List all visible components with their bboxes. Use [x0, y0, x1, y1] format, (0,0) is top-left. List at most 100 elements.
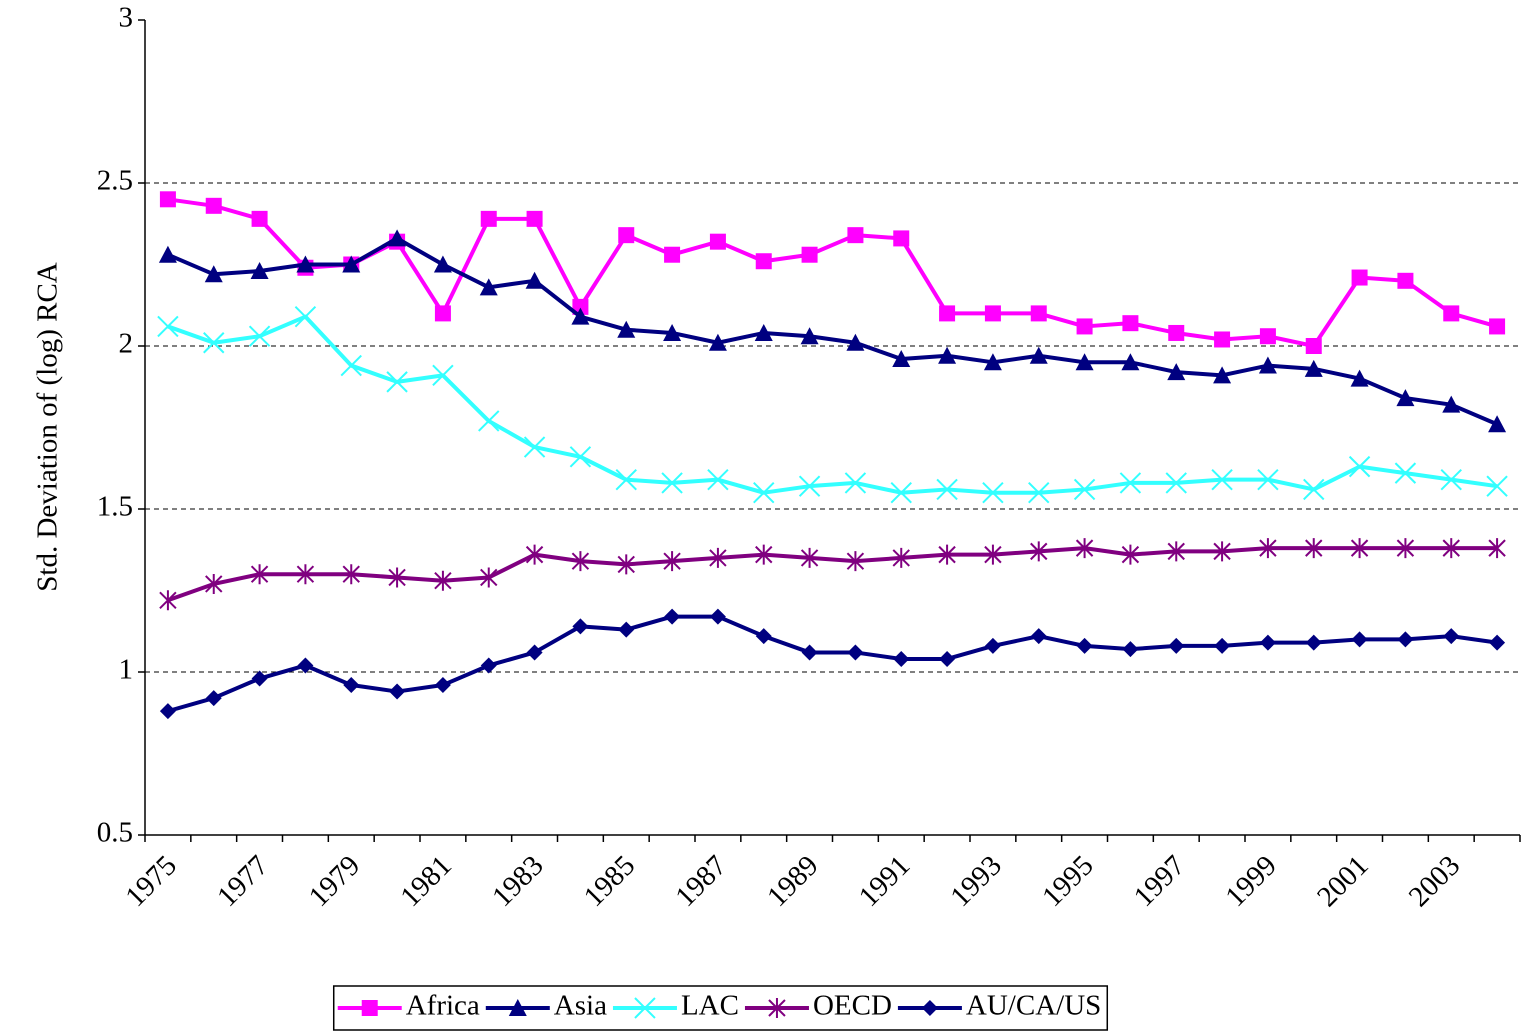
marker — [251, 210, 268, 227]
marker — [1348, 455, 1371, 478]
marker — [1258, 356, 1277, 374]
legend-label: LAC — [681, 990, 739, 1022]
marker — [844, 472, 867, 494]
marker — [754, 323, 773, 341]
marker — [892, 547, 910, 568]
marker — [1029, 346, 1048, 364]
marker — [664, 608, 681, 625]
x-tick-label: 1987 — [669, 849, 733, 913]
marker — [1442, 395, 1461, 413]
marker — [343, 677, 360, 694]
marker — [618, 621, 635, 638]
marker — [1168, 324, 1185, 341]
marker — [1122, 315, 1139, 332]
marker — [248, 325, 271, 347]
marker — [708, 333, 727, 351]
marker — [1440, 468, 1462, 491]
marker — [984, 305, 1001, 322]
marker — [205, 690, 222, 707]
marker — [755, 544, 773, 565]
marker — [1214, 331, 1231, 348]
x-tick-label: 1997 — [1128, 849, 1192, 913]
marker — [846, 333, 865, 351]
marker — [664, 246, 681, 263]
marker — [984, 544, 1002, 565]
marker — [1259, 538, 1277, 559]
marker — [159, 703, 176, 720]
marker — [1259, 328, 1276, 345]
legend-box — [332, 985, 1109, 1031]
marker — [389, 683, 406, 700]
marker — [433, 255, 452, 273]
marker — [801, 644, 818, 661]
marker — [569, 446, 592, 468]
marker — [1350, 538, 1369, 559]
marker — [340, 354, 362, 377]
marker — [801, 246, 818, 263]
marker — [571, 307, 590, 325]
marker — [157, 315, 179, 338]
marker — [893, 230, 910, 247]
x-tick-label: 2001 — [1311, 849, 1375, 913]
marker — [296, 255, 315, 273]
marker — [1443, 305, 1460, 322]
marker — [480, 567, 498, 588]
legend: Africa Asia LAC OECD AU/CA/US — [332, 985, 1109, 1031]
marker — [893, 650, 910, 667]
marker — [572, 298, 589, 315]
marker — [1028, 481, 1050, 504]
marker — [1167, 363, 1186, 381]
marker — [921, 1000, 938, 1016]
marker — [1489, 634, 1506, 651]
x-tick-label: 1981 — [394, 849, 458, 913]
y-tick-label: 2 — [119, 328, 134, 360]
marker — [984, 637, 1001, 654]
marker — [768, 998, 786, 1018]
marker — [1257, 468, 1279, 491]
marker — [617, 554, 635, 575]
marker — [938, 544, 956, 565]
marker — [205, 573, 223, 594]
marker — [1305, 338, 1322, 354]
marker — [847, 227, 864, 244]
marker — [1165, 472, 1187, 494]
x-tick-label: 1999 — [1219, 849, 1283, 913]
marker — [890, 481, 912, 504]
x-tick-label: 1991 — [853, 849, 917, 913]
marker — [1259, 634, 1276, 651]
marker — [480, 657, 497, 674]
marker — [434, 570, 452, 591]
marker — [508, 999, 527, 1016]
marker — [1121, 353, 1140, 371]
marker — [251, 670, 268, 687]
marker — [939, 305, 956, 322]
marker — [1488, 415, 1507, 433]
y-tick-label: 2.5 — [97, 165, 133, 197]
y-tick-label: 0.5 — [97, 817, 133, 849]
marker — [798, 475, 821, 497]
marker — [1305, 634, 1322, 651]
marker — [388, 229, 407, 247]
marker — [615, 468, 637, 491]
x-tick-label: 1989 — [761, 849, 825, 913]
marker — [1211, 468, 1233, 491]
marker — [432, 364, 454, 387]
marker — [847, 644, 864, 661]
marker — [1486, 475, 1508, 497]
marker — [342, 255, 361, 273]
marker — [1394, 462, 1417, 484]
marker — [1443, 628, 1460, 645]
legend-label: AU/CA/US — [966, 990, 1101, 1022]
y-axis-label: Std. Deviation of (log) RCA — [32, 262, 64, 592]
marker — [1119, 472, 1142, 494]
marker — [1075, 353, 1094, 371]
legend-label: OECD — [813, 990, 892, 1022]
legend-label: Africa — [406, 990, 480, 1022]
marker — [1122, 641, 1139, 658]
marker — [982, 481, 1004, 504]
marker — [434, 305, 451, 322]
marker — [1304, 359, 1323, 377]
marker — [572, 618, 589, 635]
marker — [755, 628, 772, 645]
